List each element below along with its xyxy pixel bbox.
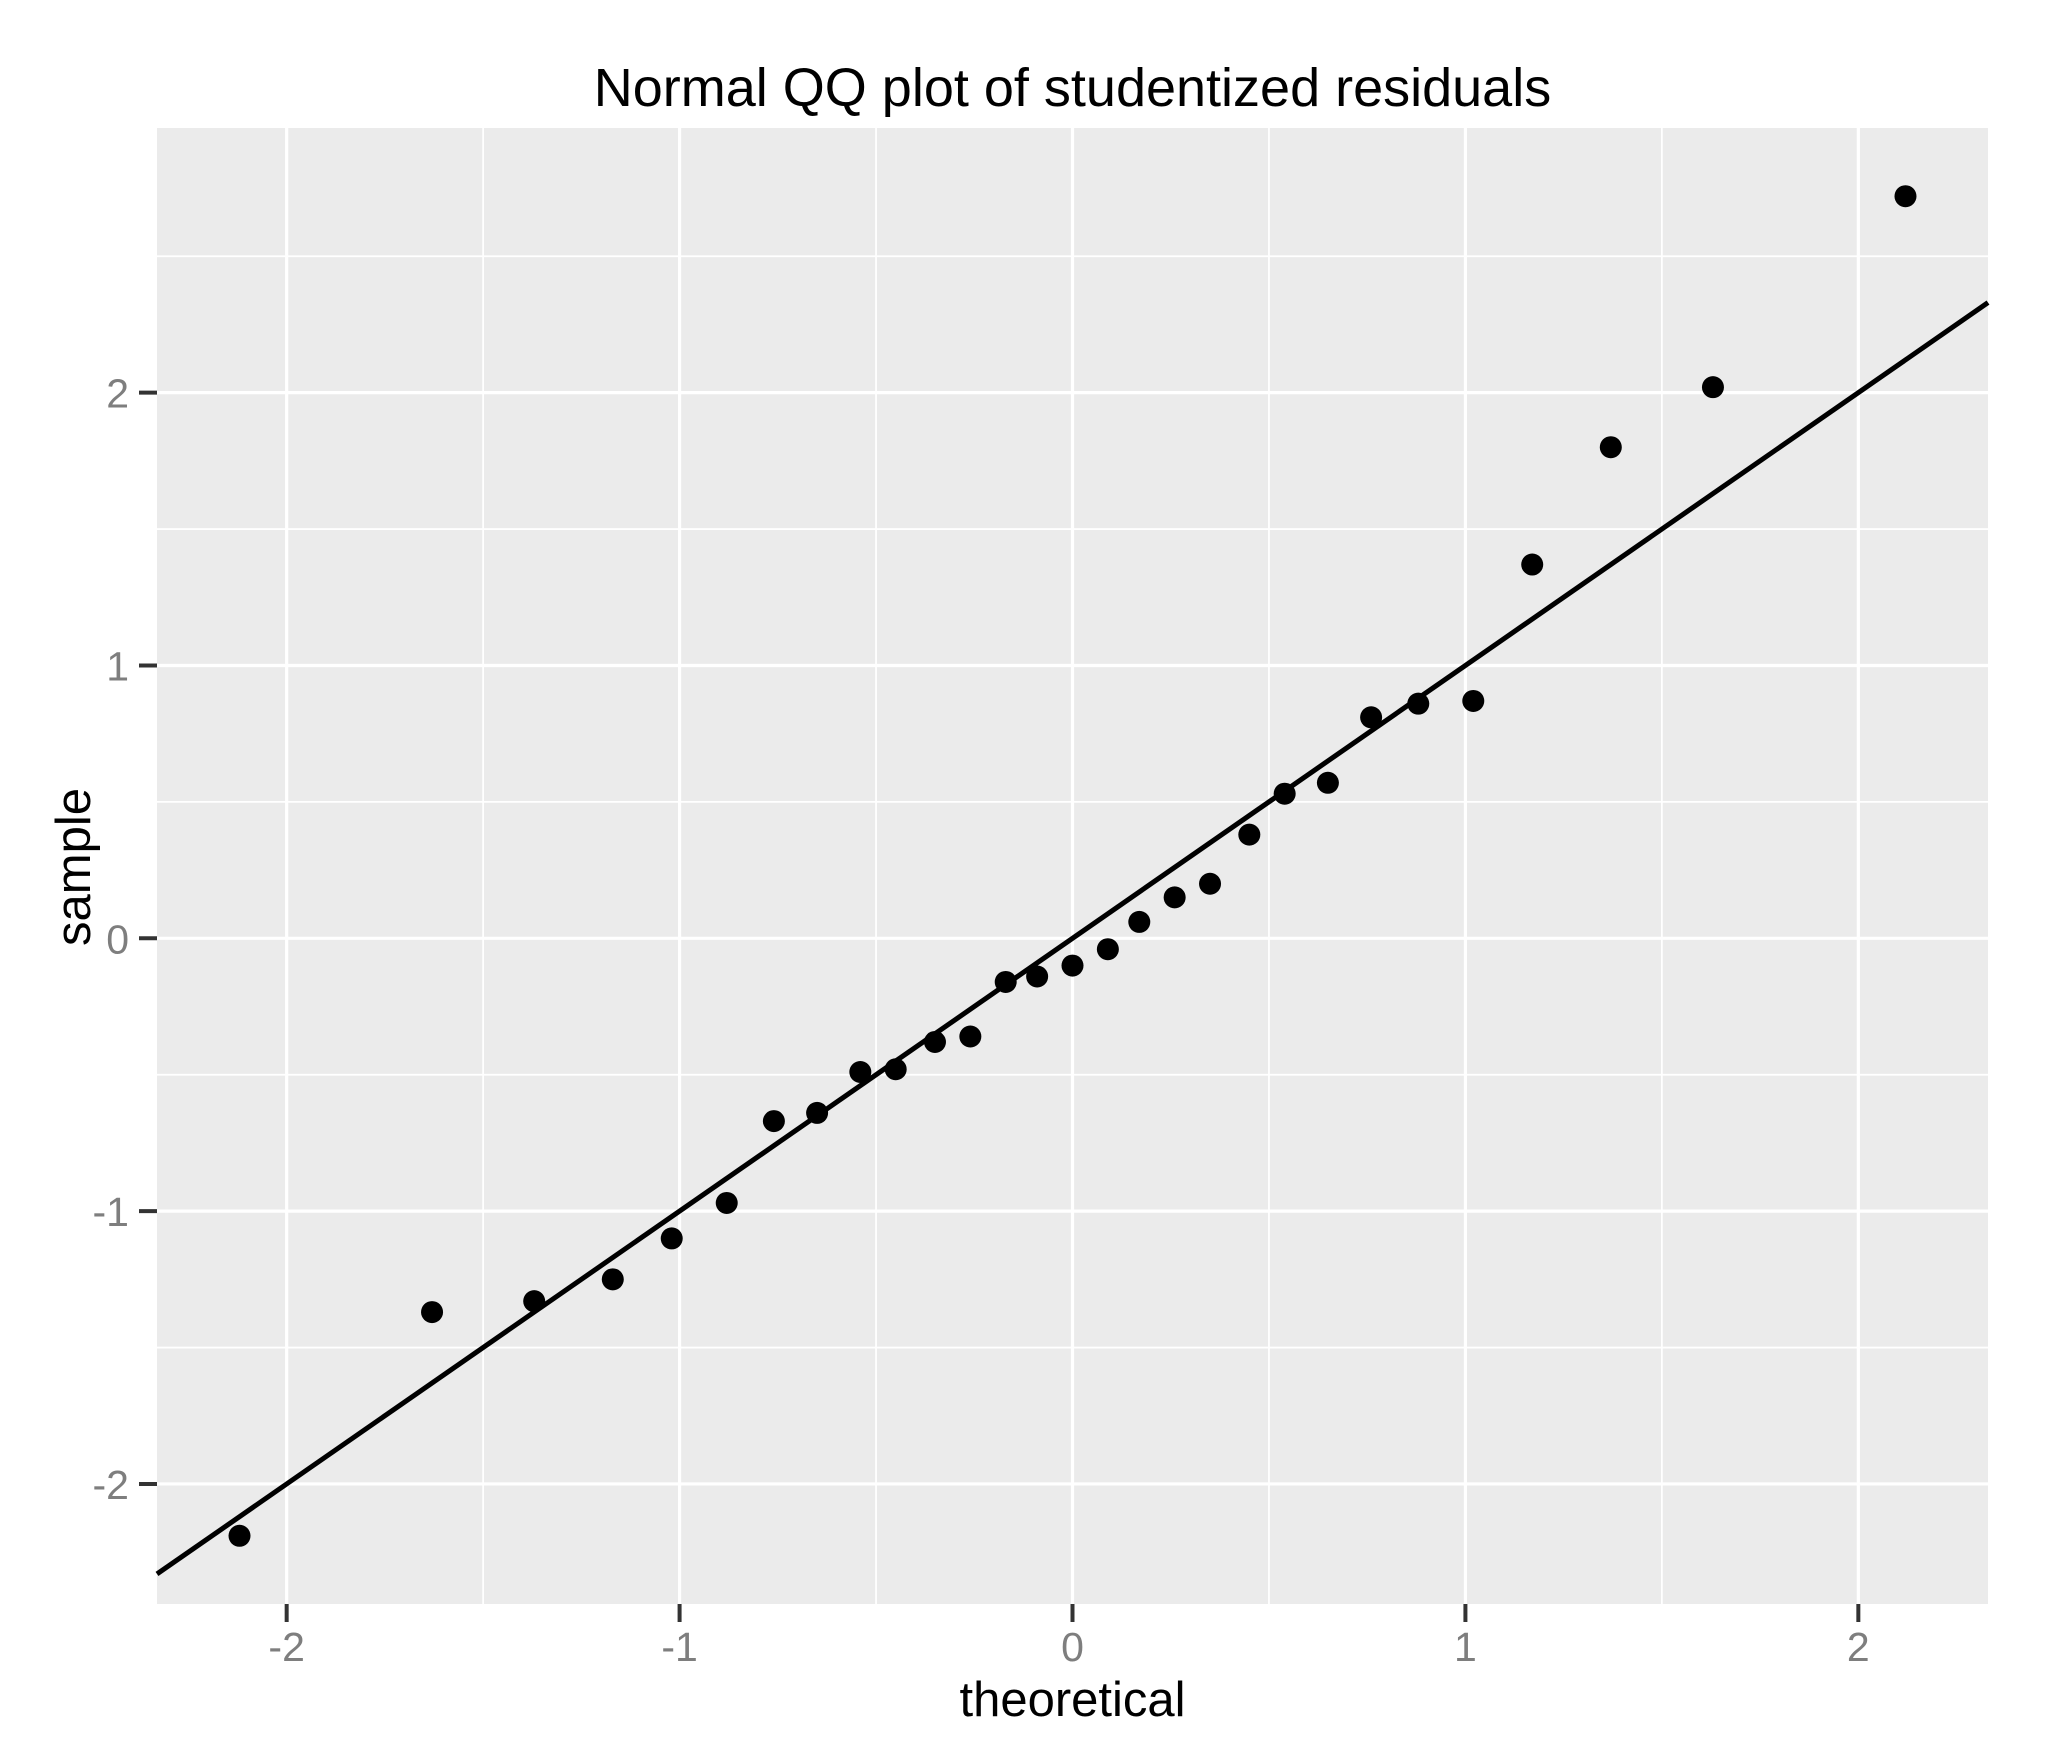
x-tick-label: -1	[661, 1624, 697, 1670]
data-point	[884, 1058, 907, 1081]
y-axis-title: sample	[47, 788, 101, 946]
data-point	[923, 1030, 946, 1053]
data-point	[1199, 872, 1222, 895]
x-tick-label: 0	[1061, 1624, 1084, 1670]
data-point	[1061, 954, 1084, 977]
y-tick-label: -2	[93, 1462, 129, 1508]
data-point	[1026, 965, 1049, 988]
x-tick-label: -2	[268, 1624, 304, 1670]
data-point	[1096, 938, 1119, 961]
data-point	[421, 1301, 444, 1324]
data-point	[601, 1268, 624, 1291]
data-point	[1599, 436, 1622, 459]
data-point	[715, 1191, 738, 1214]
y-tick-label: 1	[106, 643, 129, 689]
axis-tick-labels: -2 -1 0 1 2 -2 -1 0 1 2	[93, 371, 1870, 1670]
data-point	[994, 970, 1017, 993]
data-point	[228, 1524, 251, 1547]
data-point	[1238, 823, 1261, 846]
data-point	[1521, 553, 1544, 576]
qq-reference-line	[155, 300, 1990, 1577]
data-point	[523, 1290, 546, 1313]
chart-title: Normal QQ plot of studentized residuals	[594, 58, 1551, 118]
data-point	[1316, 771, 1339, 794]
x-tick-label: 1	[1454, 1624, 1477, 1670]
data-point	[1360, 706, 1383, 729]
data-point	[1407, 692, 1430, 715]
data-point	[806, 1101, 829, 1124]
data-point	[1128, 910, 1151, 933]
data-point	[660, 1227, 683, 1250]
data-points	[228, 185, 1917, 1547]
data-point	[849, 1060, 872, 1083]
data-point	[959, 1025, 982, 1048]
data-point	[1273, 782, 1296, 805]
y-tick-label: 2	[106, 371, 129, 417]
x-axis-title: theoretical	[959, 1673, 1185, 1727]
x-tick-label: 2	[1847, 1624, 1870, 1670]
axis-tick-marks	[139, 390, 1861, 1622]
y-tick-label: -1	[93, 1189, 129, 1235]
data-point	[1894, 185, 1917, 208]
data-point	[1163, 886, 1186, 909]
major-gridlines	[157, 128, 1988, 1604]
y-tick-label: 0	[106, 916, 129, 962]
data-point	[1701, 376, 1724, 399]
data-point	[1462, 689, 1485, 712]
data-point	[762, 1110, 785, 1133]
